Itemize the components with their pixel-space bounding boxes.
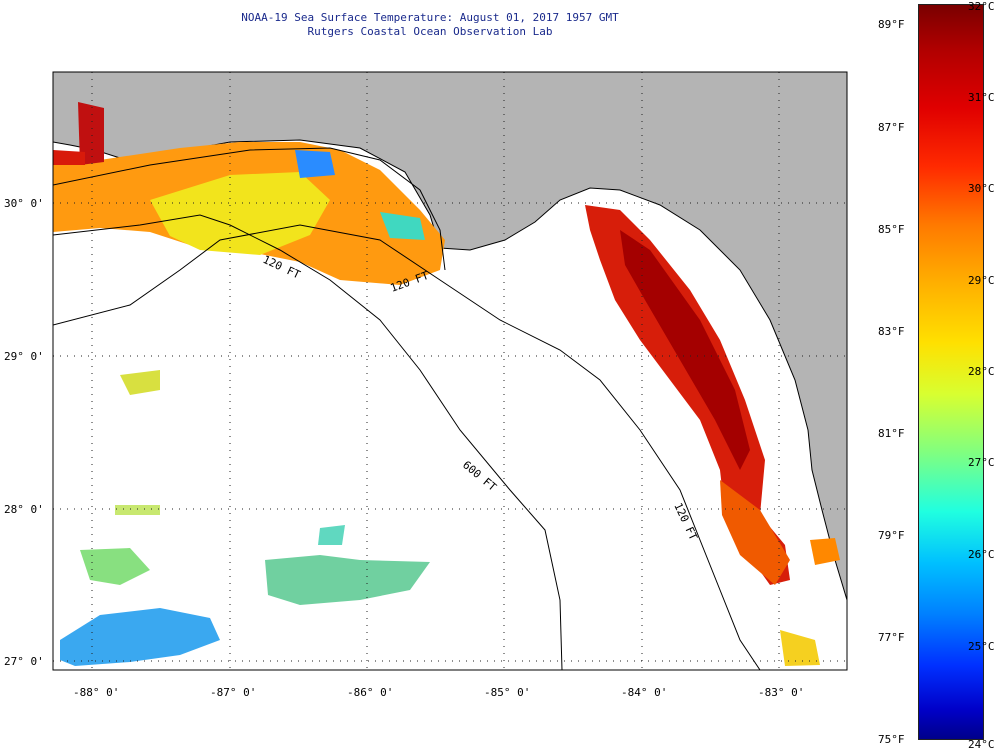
sst-big-bend-orange: [720, 480, 790, 585]
sst-red-bay: [78, 102, 104, 165]
color-scale-bar: [918, 4, 984, 740]
sst-small-yellow: [120, 370, 160, 395]
lon-label: -84° 0': [621, 686, 667, 699]
fahrenheit-label: 89°F: [878, 18, 905, 31]
lon-label: -83° 0': [758, 686, 804, 699]
coastline-inner: [53, 147, 446, 271]
fahrenheit-label: 79°F: [878, 529, 905, 542]
celsius-label: 26°C: [968, 548, 995, 561]
lon-label: -85° 0': [484, 686, 530, 699]
sst-sw-green1: [80, 548, 150, 585]
map-subtitle: Rutgers Coastal Ocean Observation Lab: [307, 25, 553, 38]
lon-label: -86° 0': [347, 686, 393, 699]
lon-label: -88° 0': [73, 686, 119, 699]
sst-blue-spot: [295, 150, 335, 178]
fahrenheit-label: 87°F: [878, 121, 905, 134]
isobath-600ft: [53, 214, 563, 670]
celsius-label: 25°C: [968, 640, 995, 653]
fahrenheit-label: 77°F: [878, 631, 905, 644]
lat-label: 27° 0': [4, 655, 44, 668]
sst-sw-green3: [318, 525, 345, 545]
fahrenheit-label: 75°F: [878, 733, 905, 746]
sst-teal-spot: [380, 212, 425, 240]
map-frame: [52, 71, 848, 671]
sst-big-bend: [585, 205, 790, 585]
celsius-label: 31°C: [968, 91, 995, 104]
fahrenheit-label: 83°F: [878, 325, 905, 338]
sst-big-bend-dark: [620, 230, 750, 470]
sst-small-green: [115, 505, 160, 515]
sst-nw-yellow: [150, 172, 330, 255]
celsius-label: 29°C: [968, 274, 995, 287]
sst-sw-green2: [265, 555, 430, 605]
celsius-label: 28°C: [968, 365, 995, 378]
lat-label: 29° 0': [4, 350, 44, 363]
lat-label: 30° 0': [4, 197, 44, 210]
fahrenheit-label: 81°F: [878, 427, 905, 440]
map-title: NOAA-19 Sea Surface Temperature: August …: [241, 11, 619, 24]
sst-yellow-bottom: [780, 630, 820, 666]
sst-orange-small: [810, 538, 840, 565]
lat-label: 28° 0': [4, 503, 44, 516]
isobath-120ft: [53, 224, 761, 670]
sst-sw-blue: [60, 608, 220, 666]
lon-label: -87° 0': [210, 686, 256, 699]
fahrenheit-label: 85°F: [878, 223, 905, 236]
celsius-label: 32°C: [968, 0, 995, 13]
sst-red-west: [53, 150, 85, 165]
celsius-label: 27°C: [968, 456, 995, 469]
celsius-label: 24°C: [968, 738, 995, 751]
celsius-label: 30°C: [968, 182, 995, 195]
